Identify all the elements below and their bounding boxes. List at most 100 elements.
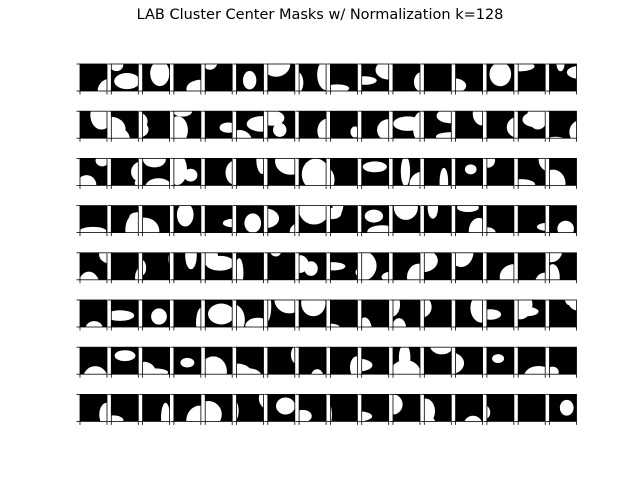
subplot-frame <box>298 252 327 281</box>
subplot-frame <box>517 63 546 92</box>
mask-region <box>468 217 483 233</box>
mask-region <box>464 164 477 175</box>
mask-region <box>267 208 280 228</box>
mask-background <box>142 252 170 280</box>
mask-subplot <box>326 393 358 425</box>
mask-subplot <box>107 393 139 425</box>
subplot-frame <box>298 393 327 422</box>
mask-subplot <box>264 393 296 425</box>
mask-region <box>330 169 335 186</box>
mask-subplot <box>452 393 484 425</box>
subplot-frame <box>329 157 358 186</box>
mask-subplot <box>452 346 484 378</box>
subplot-frame <box>329 393 358 422</box>
mask-subplot <box>483 346 515 378</box>
mask-region <box>526 394 535 395</box>
mask-region <box>142 260 147 276</box>
mask-background <box>424 64 452 91</box>
mask-region <box>518 300 533 320</box>
subplot-frame <box>423 110 452 139</box>
subplot-frame <box>236 63 264 92</box>
subplot-frame <box>204 393 233 422</box>
subplot-frame <box>423 157 452 186</box>
mask-region <box>150 64 170 87</box>
mask-region <box>219 122 233 133</box>
mask-region <box>99 252 107 264</box>
mask-subplot <box>389 110 421 142</box>
mask-region <box>180 357 195 368</box>
mask-subplot <box>483 205 515 237</box>
mask-subplot <box>546 63 577 95</box>
mask-subplot <box>170 63 202 95</box>
subplot-frame <box>142 63 171 92</box>
mask-region <box>332 205 344 217</box>
subplot-frame <box>110 205 139 234</box>
mask-subplot <box>514 110 546 142</box>
mask-subplot <box>514 205 546 237</box>
subplot-frame <box>486 252 515 281</box>
mask-subplot <box>264 110 296 142</box>
mask-subplot <box>546 393 577 425</box>
mask-subplot <box>170 205 202 237</box>
subplot-frame <box>486 346 515 375</box>
subplot-frame <box>110 346 139 375</box>
subplot-frame <box>142 205 171 234</box>
mask-region <box>536 222 546 231</box>
mask-region <box>350 356 358 375</box>
subplot-frame <box>142 299 171 328</box>
subplot-frame <box>236 205 264 234</box>
mask-region <box>299 205 327 225</box>
mask-region <box>205 64 218 70</box>
subplot-frame <box>392 63 421 92</box>
subplot-frame <box>142 252 171 281</box>
mask-subplot <box>264 299 296 331</box>
mask-region <box>549 264 560 280</box>
mask-region <box>564 300 574 306</box>
mask-subplot <box>233 205 264 237</box>
mask-subplot <box>233 63 264 95</box>
subplot-frame <box>392 393 421 422</box>
mask-region <box>427 205 439 219</box>
mask-region <box>569 120 577 139</box>
subplot-frame <box>236 393 264 422</box>
subplot-frame <box>549 205 577 234</box>
mask-region <box>205 356 227 375</box>
subplot-frame <box>329 205 358 234</box>
mask-region <box>436 111 452 124</box>
mask-subplot <box>107 110 139 142</box>
mask-region <box>424 300 432 318</box>
mask-subplot <box>201 299 233 331</box>
mask-region <box>99 402 107 422</box>
mask-subplot <box>264 63 296 95</box>
subplot-frame <box>392 110 421 139</box>
subplot-frame <box>549 110 577 139</box>
mask-subplot <box>326 63 358 95</box>
mask-subplot <box>76 393 108 425</box>
mask-region <box>290 347 295 364</box>
subplot-frame <box>79 346 108 375</box>
subplot-frame <box>173 393 202 422</box>
subplot-frame <box>392 299 421 328</box>
mask-region <box>330 262 346 271</box>
subplot-frame <box>486 205 515 234</box>
subplot-frame <box>361 63 390 92</box>
mask-region <box>311 369 324 375</box>
subplot-frame <box>455 346 484 375</box>
subplot-frame <box>110 63 139 92</box>
mask-region <box>90 111 107 130</box>
subplot-frame <box>79 205 108 234</box>
mask-region <box>244 213 262 233</box>
mask-region <box>222 218 233 228</box>
mask-region <box>524 365 546 375</box>
subplot-frame <box>236 299 264 328</box>
subplot-frame <box>236 157 264 186</box>
subplot-frame <box>517 110 546 139</box>
mask-subplot <box>170 393 202 425</box>
mask-region <box>393 205 418 220</box>
mask-region <box>470 300 483 323</box>
subplot-frame <box>204 346 233 375</box>
mask-region <box>151 308 167 325</box>
subplot-frame <box>455 205 484 234</box>
mask-region <box>236 401 239 420</box>
mask-subplot <box>546 205 577 237</box>
